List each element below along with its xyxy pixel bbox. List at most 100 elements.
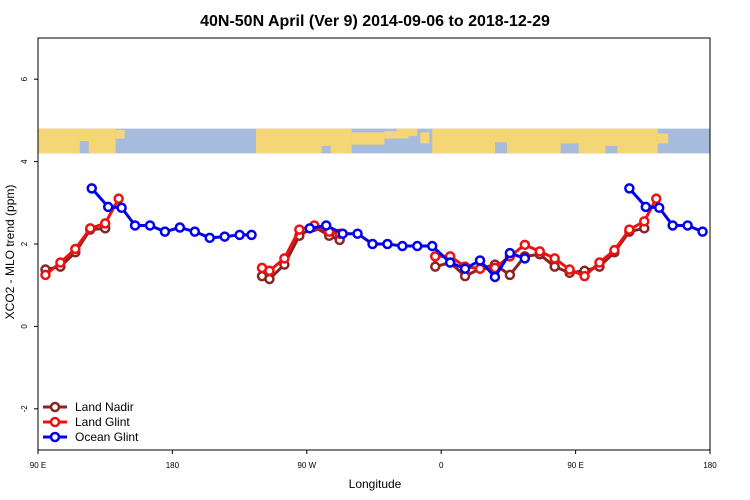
data-point bbox=[352, 228, 363, 239]
plot-area bbox=[37, 37, 711, 451]
data-point bbox=[640, 201, 652, 213]
data-point bbox=[382, 238, 393, 250]
x-tick-label: 90 E bbox=[30, 461, 46, 470]
map-water bbox=[605, 145, 618, 154]
data-point bbox=[189, 226, 201, 237]
data-point bbox=[70, 243, 81, 255]
data-point bbox=[624, 224, 635, 235]
x-tick-label: 90 W bbox=[297, 461, 316, 470]
map-land bbox=[420, 132, 430, 144]
data-point bbox=[412, 240, 423, 252]
data-point bbox=[129, 220, 141, 231]
chart-title: 40N-50N April (Ver 9) 2014-09-06 to 2018… bbox=[200, 13, 550, 30]
data-point bbox=[234, 229, 245, 241]
data-point bbox=[579, 270, 590, 282]
data-point bbox=[549, 253, 560, 264]
data-point bbox=[102, 201, 114, 213]
data-point bbox=[429, 261, 441, 272]
series-land-glint bbox=[40, 193, 662, 282]
y-tick-label: 0 bbox=[20, 324, 29, 329]
map-land bbox=[432, 128, 658, 154]
data-point bbox=[204, 232, 215, 244]
y-axis: -2 0 2 4 6 bbox=[20, 76, 38, 412]
x-tick-label: 180 bbox=[703, 461, 717, 470]
map-land bbox=[256, 128, 352, 154]
data-point bbox=[564, 264, 575, 275]
data-point bbox=[667, 220, 678, 231]
map-water bbox=[494, 142, 507, 154]
x-axis-label: Longitude bbox=[349, 477, 402, 491]
series-ocean-glint bbox=[86, 183, 708, 283]
x-tick-label: 0 bbox=[439, 461, 444, 470]
data-point bbox=[85, 223, 96, 234]
data-point bbox=[174, 222, 186, 233]
y-tick-label: 2 bbox=[20, 241, 29, 246]
data-point bbox=[504, 269, 516, 281]
data-point bbox=[264, 273, 275, 285]
data-point bbox=[697, 226, 708, 237]
legend-label: Ocean Glint bbox=[75, 430, 139, 444]
data-point bbox=[320, 220, 332, 231]
legend-label: Land Nadir bbox=[75, 400, 134, 414]
data-point bbox=[86, 183, 98, 194]
data-point bbox=[519, 239, 531, 251]
data-point bbox=[639, 216, 650, 227]
map-land bbox=[115, 129, 125, 139]
x-tick-label: 180 bbox=[166, 461, 180, 470]
data-point bbox=[459, 263, 471, 274]
map-land bbox=[351, 132, 385, 145]
data-point bbox=[246, 229, 257, 241]
map-land bbox=[38, 128, 116, 154]
y-axis-label: XCO2 - MLO trend (ppm) bbox=[3, 185, 17, 320]
data-point bbox=[113, 193, 124, 204]
legend-marker bbox=[49, 431, 61, 443]
data-point bbox=[444, 257, 456, 268]
legend-marker bbox=[49, 401, 61, 413]
data-point bbox=[40, 269, 51, 281]
data-point bbox=[337, 228, 348, 239]
legend-marker bbox=[49, 416, 61, 428]
map-water bbox=[321, 145, 331, 154]
series-line bbox=[435, 197, 658, 278]
x-tick-label: 90 E bbox=[567, 461, 583, 470]
data-point bbox=[653, 202, 665, 213]
data-point bbox=[294, 224, 305, 235]
data-point bbox=[426, 240, 438, 252]
data-point bbox=[594, 257, 605, 268]
y-tick-label: 4 bbox=[20, 159, 29, 164]
data-point bbox=[489, 271, 501, 283]
y-tick-label: 6 bbox=[20, 76, 29, 81]
data-point bbox=[549, 261, 560, 272]
data-point bbox=[116, 202, 127, 213]
data-point bbox=[304, 223, 316, 234]
data-point bbox=[682, 220, 693, 231]
legend-label: Land Glint bbox=[75, 415, 130, 429]
data-point bbox=[519, 253, 531, 264]
data-point bbox=[474, 255, 486, 266]
data-point bbox=[219, 231, 230, 242]
data-point bbox=[159, 226, 171, 237]
map-water bbox=[79, 141, 89, 154]
data-point bbox=[534, 246, 546, 257]
data-point bbox=[397, 240, 408, 252]
data-point bbox=[144, 220, 156, 231]
data-point bbox=[650, 193, 662, 204]
data-point bbox=[367, 238, 378, 250]
data-point bbox=[504, 247, 516, 259]
x-axis: 90 E 180 90 W 0 90 E 180 bbox=[30, 450, 717, 470]
world-map-strip bbox=[38, 128, 710, 154]
legend-item: Land Glint bbox=[43, 415, 130, 429]
data-point bbox=[624, 183, 635, 194]
data-point bbox=[429, 251, 441, 262]
data-point bbox=[279, 253, 290, 264]
data-point bbox=[474, 263, 486, 274]
map-land bbox=[657, 133, 669, 144]
map-water bbox=[560, 143, 579, 154]
y-tick-label: -2 bbox=[20, 405, 29, 413]
series-layer bbox=[40, 183, 708, 285]
map-land bbox=[396, 128, 418, 137]
data-point bbox=[609, 244, 620, 256]
data-point bbox=[55, 257, 66, 268]
